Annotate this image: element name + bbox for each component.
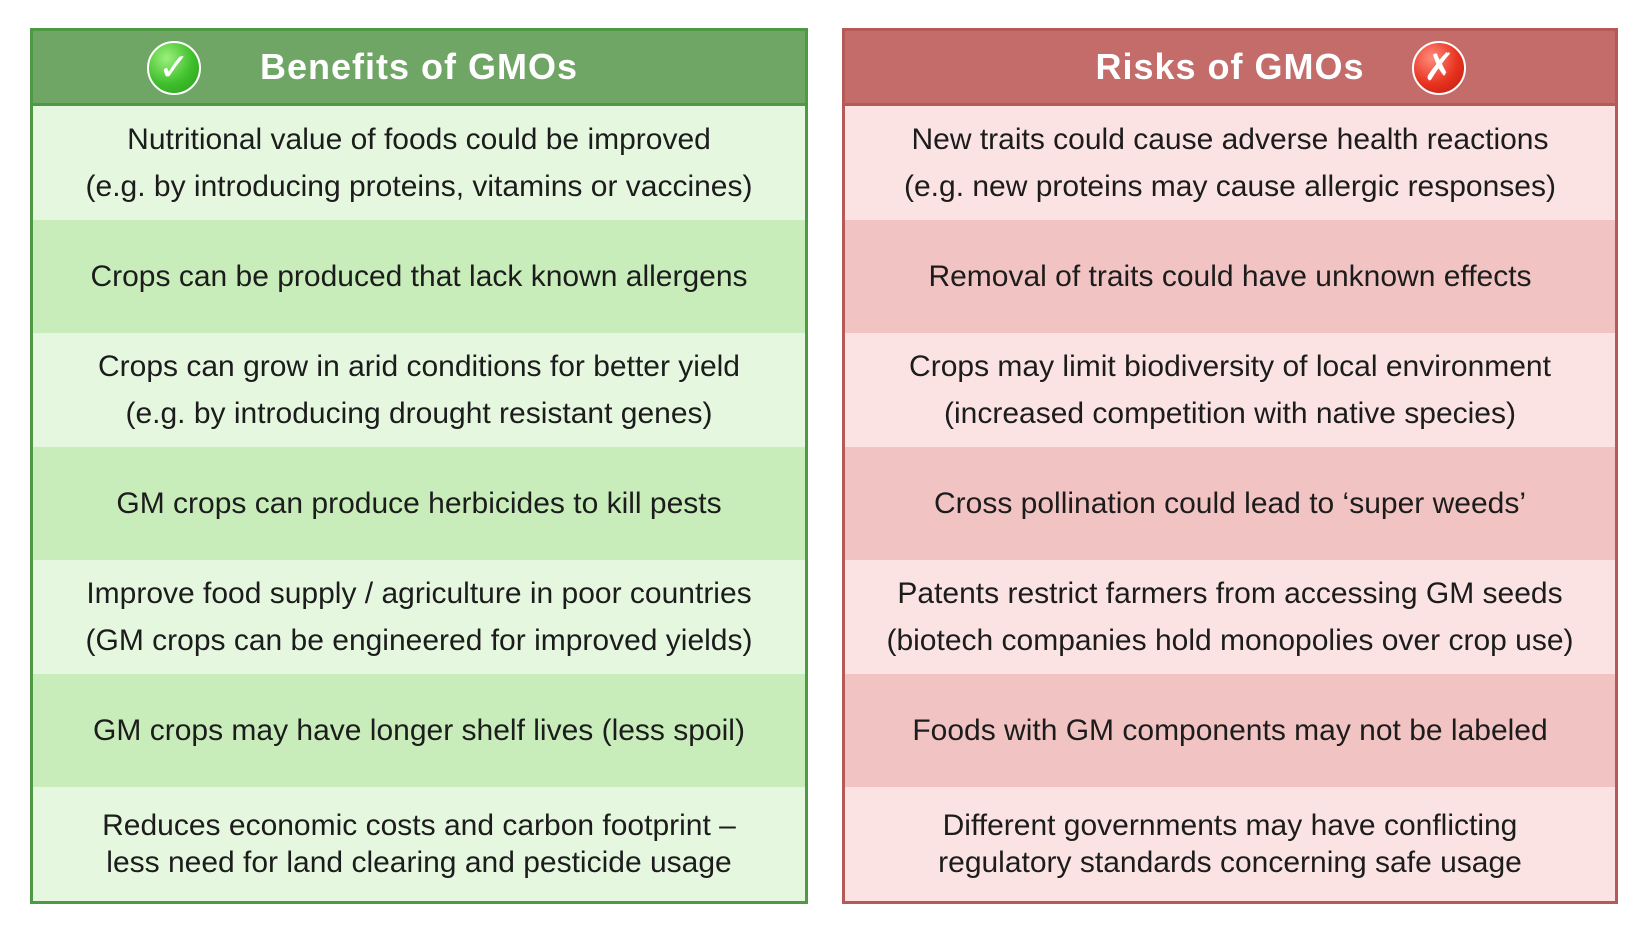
- risk-text: Removal of traits could have unknown eff…: [928, 259, 1532, 293]
- benefit-row: Nutritional value of foods could be impr…: [33, 106, 805, 220]
- risk-text: Cross pollination could lead to ‘super w…: [933, 487, 1526, 521]
- benefit-row: Reduces economic costs and carbon footpr…: [33, 787, 805, 902]
- risk-text: New traits could cause adverse health re…: [911, 122, 1549, 156]
- benefit-row: Crops can be produced that lack known al…: [33, 219, 805, 334]
- risk-text: Different governments may have conflicti…: [942, 809, 1518, 843]
- benefit-text: Reduces economic costs and carbon footpr…: [102, 809, 736, 843]
- benefit-text: GM crops can produce herbicides to kill …: [116, 487, 722, 521]
- benefit-detail: (e.g. by introducing drought resistant g…: [125, 396, 713, 430]
- benefit-row: Crops can grow in arid conditions for be…: [33, 333, 805, 447]
- risks-title: Risks of GMOs: [1095, 46, 1365, 87]
- benefit-row: Improve food supply / agriculture in poo…: [33, 560, 805, 674]
- risk-row: Different governments may have conflicti…: [845, 787, 1615, 902]
- benefits-title: Benefits of GMOs: [259, 46, 579, 87]
- benefit-text: Improve food supply / agriculture in poo…: [86, 577, 752, 611]
- risk-row: Patents restrict farmers from accessing …: [845, 560, 1615, 674]
- benefit-row: GM crops can produce herbicides to kill …: [33, 446, 805, 561]
- benefit-text: Crops can grow in arid conditions for be…: [98, 349, 740, 383]
- risks-header: Risks of GMOs ✗: [845, 31, 1615, 106]
- benefit-row: GM crops may have longer shelf lives (le…: [33, 673, 805, 788]
- benefits-header: ✓ Benefits of GMOs: [33, 31, 805, 106]
- risks-panel: Risks of GMOs ✗ New traits could cause a…: [842, 28, 1618, 904]
- risk-row: Foods with GM components may not be labe…: [845, 673, 1615, 788]
- risk-detail: (biotech companies hold monopolies over …: [886, 624, 1574, 658]
- benefits-panel: ✓ Benefits of GMOs Nutritional value of …: [30, 28, 808, 904]
- benefits-list: Nutritional value of foods could be impr…: [33, 106, 805, 902]
- risk-row: Cross pollination could lead to ‘super w…: [845, 446, 1615, 561]
- risk-text: Patents restrict farmers from accessing …: [897, 577, 1563, 611]
- risk-row: Removal of traits could have unknown eff…: [845, 219, 1615, 334]
- risk-text: Crops may limit biodiversity of local en…: [909, 349, 1551, 383]
- risk-detail: regulatory standards concerning safe usa…: [938, 846, 1522, 880]
- benefit-text: Crops can be produced that lack known al…: [90, 259, 748, 293]
- benefit-detail: (e.g. by introducing proteins, vitamins …: [85, 169, 753, 203]
- risk-detail: (e.g. new proteins may cause allergic re…: [904, 169, 1556, 203]
- risk-row: New traits could cause adverse health re…: [845, 106, 1615, 220]
- benefit-text: GM crops may have longer shelf lives (le…: [93, 714, 745, 748]
- risks-list: New traits could cause adverse health re…: [845, 106, 1615, 902]
- check-icon: ✓: [147, 41, 201, 95]
- benefit-detail: (GM crops can be engineered for improved…: [85, 624, 753, 658]
- risk-detail: (increased competition with native speci…: [944, 396, 1516, 430]
- risk-text: Foods with GM components may not be labe…: [912, 714, 1548, 748]
- benefit-detail: less need for land clearing and pesticid…: [106, 846, 732, 880]
- cross-icon: ✗: [1412, 41, 1466, 95]
- risk-row: Crops may limit biodiversity of local en…: [845, 333, 1615, 447]
- benefit-text: Nutritional value of foods could be impr…: [127, 122, 711, 156]
